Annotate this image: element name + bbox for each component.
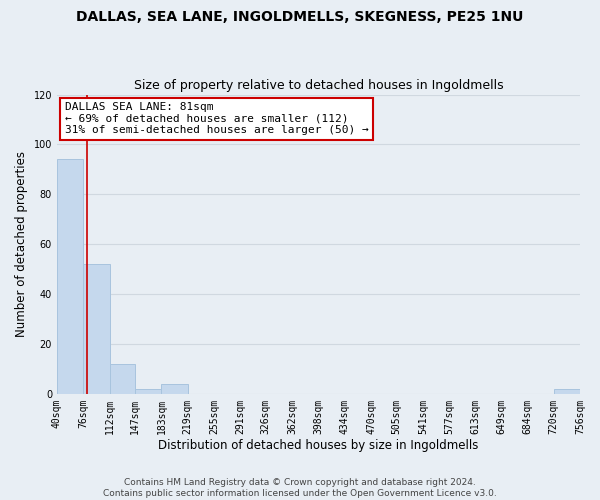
- Bar: [554, 389, 580, 394]
- Bar: [110, 364, 135, 394]
- Title: Size of property relative to detached houses in Ingoldmells: Size of property relative to detached ho…: [134, 79, 503, 92]
- Bar: [135, 389, 161, 394]
- Text: DALLAS, SEA LANE, INGOLDMELLS, SKEGNESS, PE25 1NU: DALLAS, SEA LANE, INGOLDMELLS, SKEGNESS,…: [76, 10, 524, 24]
- Bar: [57, 160, 83, 394]
- Bar: [83, 264, 110, 394]
- Text: Contains HM Land Registry data © Crown copyright and database right 2024.
Contai: Contains HM Land Registry data © Crown c…: [103, 478, 497, 498]
- Y-axis label: Number of detached properties: Number of detached properties: [15, 151, 28, 337]
- X-axis label: Distribution of detached houses by size in Ingoldmells: Distribution of detached houses by size …: [158, 440, 479, 452]
- Bar: [161, 384, 188, 394]
- Text: DALLAS SEA LANE: 81sqm
← 69% of detached houses are smaller (112)
31% of semi-de: DALLAS SEA LANE: 81sqm ← 69% of detached…: [65, 102, 368, 135]
